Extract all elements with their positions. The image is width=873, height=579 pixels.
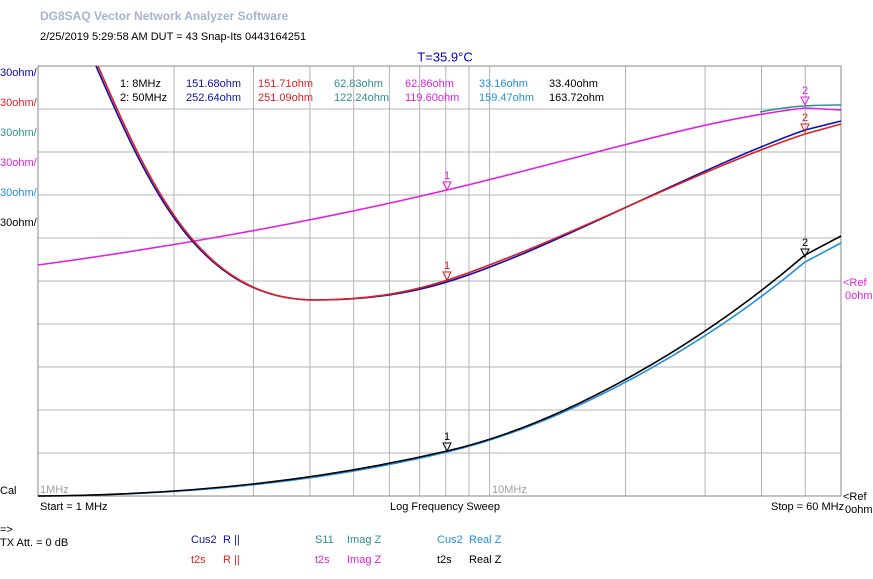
- legend-prefix: Cus2: [191, 534, 217, 546]
- tx-att: TX Att. = 0 dB: [0, 537, 68, 549]
- scale-label: 30ohm/: [0, 127, 38, 139]
- legend-name: R ||: [223, 534, 240, 546]
- marker-cell: 2: 50MHz: [120, 92, 167, 104]
- start: Start = 1 MHz: [40, 501, 108, 513]
- stop: Stop = 60 MHz: [771, 501, 844, 513]
- cal: Cal: [0, 485, 17, 497]
- marker-cell: 159.47ohm: [479, 92, 534, 104]
- marker-cell: 151.71ohm: [258, 78, 313, 90]
- legend-prefix: t2s: [315, 554, 330, 566]
- app-title: DG8SAQ Vector Network Analyzer Software: [40, 9, 289, 23]
- plot-frame: [37, 65, 842, 497]
- ref-value: 0ohm: [845, 290, 873, 302]
- trace-t2s-r: [97, 65, 842, 301]
- scale-label: 30ohm/: [0, 187, 38, 199]
- legend-prefix: t2s: [437, 554, 452, 566]
- marker-triangle: [800, 123, 810, 134]
- marker-label: 2: [802, 85, 808, 97]
- ref-value: 0ohm: [845, 504, 873, 516]
- marker-triangle: [442, 442, 452, 453]
- scale-labels: 30ohm/30ohm/30ohm/30ohm/30ohm/30ohm/: [0, 67, 38, 229]
- marker-triangle: [442, 271, 452, 282]
- marker-cell: 62.83ohm: [334, 78, 383, 90]
- footer-arrow: =>: [0, 524, 13, 536]
- ref-arrow: <Ref: [843, 491, 867, 503]
- marker-cell: 119.60ohm: [405, 92, 459, 104]
- legend: Cus2 R || S11 Imag Z Cus2 Real Z t2s R || t2s Ima…: [191, 534, 502, 566]
- scale-label: 30ohm/: [0, 97, 38, 109]
- f10: 10MHz: [492, 484, 527, 496]
- marker-cell: 251.09ohm: [258, 92, 313, 104]
- scale-label: 30ohm/: [0, 67, 38, 79]
- marker-label: 2: [802, 237, 808, 249]
- marker-cell: 1: 8MHz: [120, 78, 161, 90]
- trace-cus2-r: [95, 65, 842, 301]
- marker-label: 1: [444, 260, 450, 272]
- marker-table: 1: 8MHz 151.68ohm 151.71ohm 62.83ohm 62.86oh…: [120, 78, 604, 104]
- legend-name: Real Z: [469, 534, 502, 546]
- info: 2/25/2019 5:29:58 AM DUT = 43 Snap-Its 0…: [40, 31, 306, 43]
- temperature: T=35.9°C: [417, 49, 472, 64]
- marker-cell: 252.64ohm: [186, 92, 241, 104]
- legend-name: Imag Z: [347, 554, 382, 566]
- legend-prefix: t2s: [191, 554, 206, 566]
- scale-label: 30ohm/: [0, 157, 38, 169]
- marker-label: 2: [802, 112, 808, 124]
- marker-triangle: [800, 248, 810, 259]
- marker-cell: 33.40ohm: [549, 78, 598, 90]
- marker-label: 1: [444, 431, 450, 443]
- sweep: Log Frequency Sweep: [390, 501, 500, 513]
- marker-cell: 62.86ohm: [405, 78, 454, 90]
- ref-arrow: <Ref: [843, 277, 867, 289]
- markers: 1 1 1 2 2 2: [442, 85, 810, 453]
- trace-s11-imag: [759, 104, 842, 113]
- legend-name: Real Z: [469, 554, 502, 566]
- grid: [38, 66, 841, 496]
- marker-cell: 33.16ohm: [479, 78, 528, 90]
- legend-name: R ||: [223, 554, 240, 566]
- marker-cell: 122.24ohm: [334, 92, 389, 104]
- legend-prefix: Cus2: [437, 534, 463, 546]
- legend-prefix: S11: [315, 534, 334, 546]
- f1: 1MHz: [40, 484, 69, 496]
- legend-name: Imag Z: [347, 534, 382, 546]
- marker-triangle: [442, 181, 452, 192]
- marker-cell: 151.68ohm: [186, 78, 241, 90]
- marker-triangle: [800, 96, 810, 107]
- marker-label: 1: [444, 170, 450, 182]
- scale-label: 30ohm/: [0, 217, 38, 229]
- marker-cell: 163.72ohm: [549, 92, 604, 104]
